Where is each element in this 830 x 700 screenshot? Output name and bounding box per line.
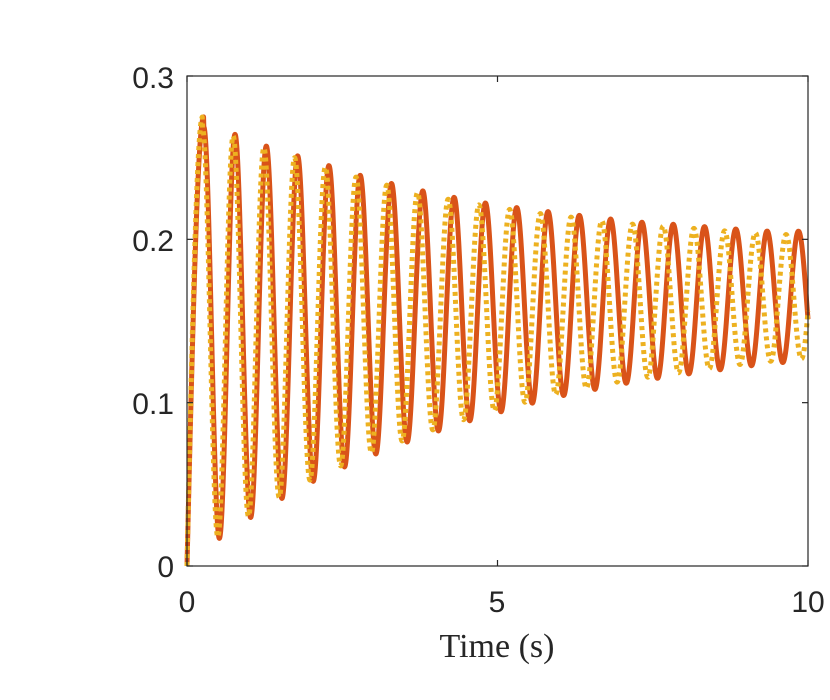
series-line-1 [184, 114, 811, 567]
series-line-2 [184, 114, 811, 567]
x-tick-label-0: 0 [179, 586, 196, 619]
x-axis-title: Time (s) [440, 628, 555, 665]
tick-marks [186, 75, 809, 567]
x-tick-label-1: 5 [489, 586, 506, 619]
y-tick-label-2: 0.2 [132, 225, 174, 258]
series-layer [184, 114, 811, 567]
y-tick-label-1: 0.1 [132, 388, 174, 421]
y-tick-label-0: 0 [157, 551, 174, 584]
y-tick-label-3: 0.3 [132, 62, 174, 95]
x-tick-label-2: 10 [791, 586, 824, 619]
